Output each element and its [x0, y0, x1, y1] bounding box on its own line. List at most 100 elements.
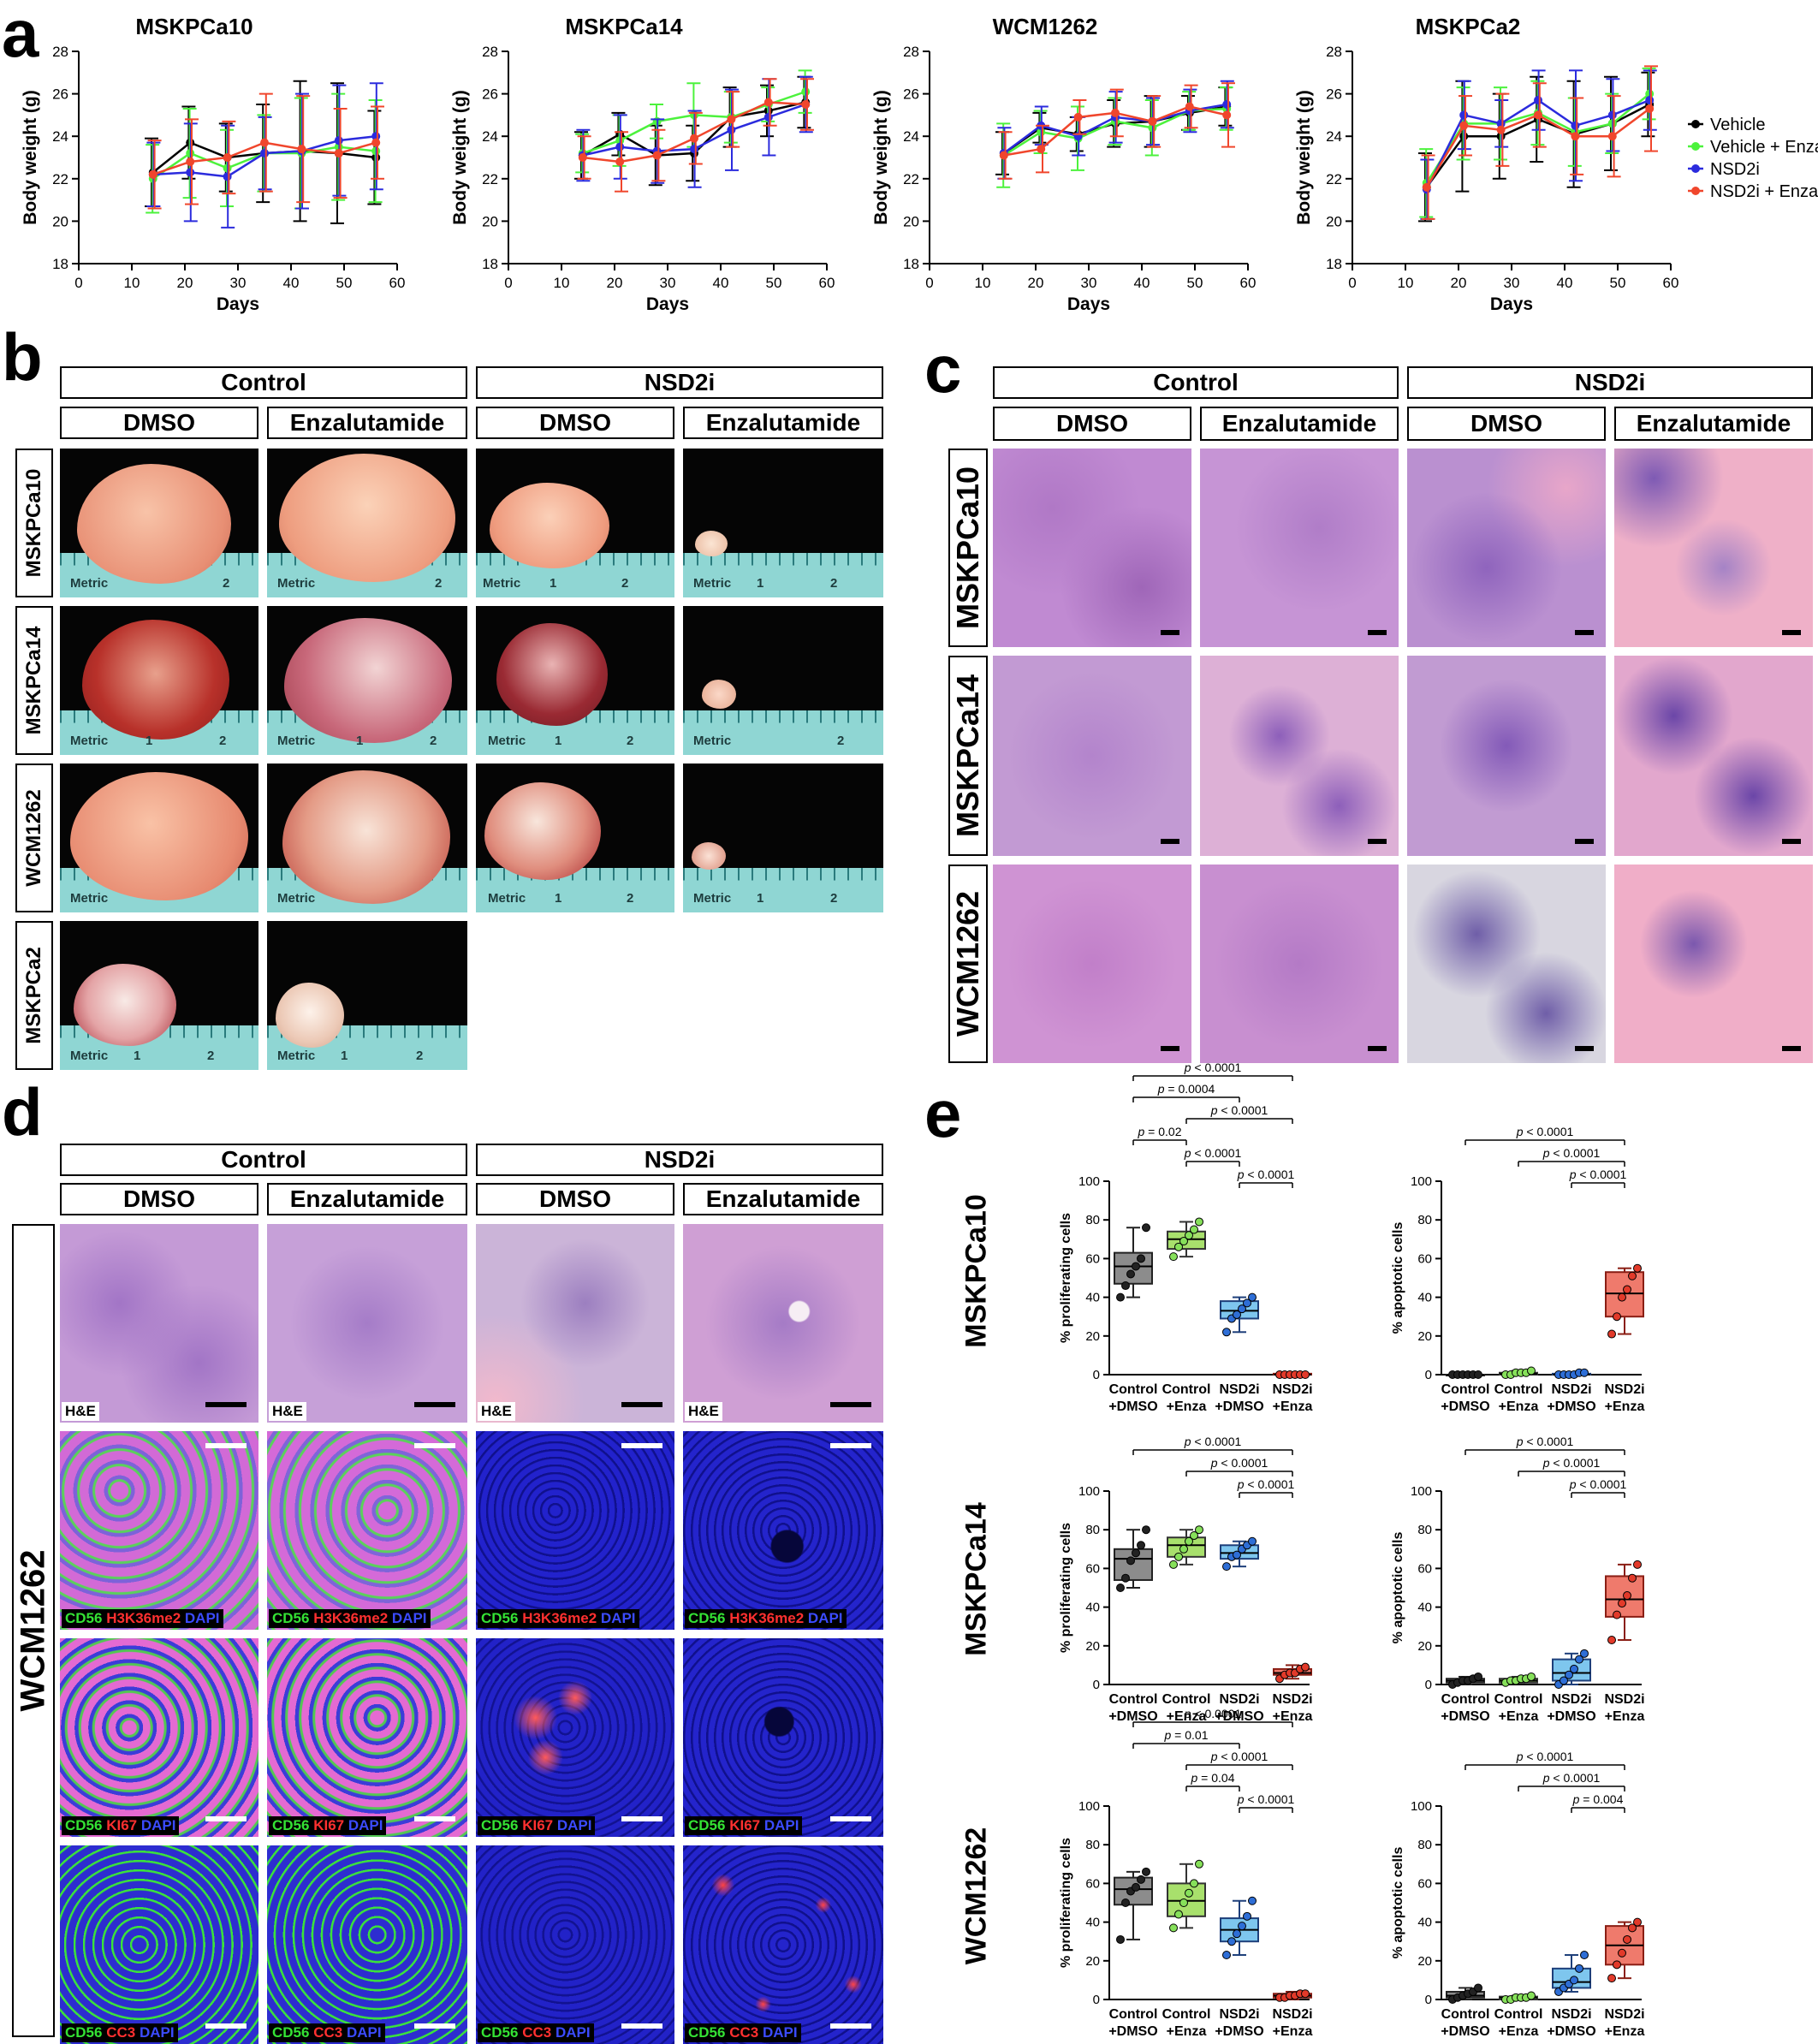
tumor-photo: Metric 2: [60, 449, 258, 597]
y-tick-label: 40: [1085, 1291, 1100, 1305]
y-tick-label: 80: [1417, 1213, 1432, 1227]
y-tick-label: 20: [1417, 1329, 1432, 1344]
data-point: [1137, 1541, 1145, 1550]
x-axis-label: Days: [1490, 294, 1533, 314]
x-tick-label: 40: [713, 275, 729, 291]
legend-marker: [1691, 164, 1700, 173]
y-tick-label: 60: [1417, 1251, 1432, 1266]
b-header-dmso-2: DMSO: [476, 407, 674, 439]
y-axis-label: Body weight (g): [450, 90, 470, 224]
x-tick-label: 50: [1610, 275, 1626, 291]
histology-image: [1614, 449, 1813, 647]
y-tick-label: 22: [903, 171, 919, 187]
y-tick-label: 28: [482, 44, 498, 60]
histology-image: [1614, 656, 1813, 856]
data-point: [1575, 1655, 1583, 1664]
y-tick-label: 40: [1417, 1291, 1432, 1305]
group-label: +Enza: [1167, 2024, 1207, 2039]
y-tick-label: 26: [903, 86, 919, 103]
group-label: +DMSO: [1547, 1399, 1595, 1414]
group-label: +Enza: [1499, 2024, 1539, 2039]
y-tick-label: 18: [482, 256, 498, 272]
b-header-enza-1: Enzalutamide: [267, 407, 467, 439]
data-point: [1174, 1242, 1183, 1251]
panel-letter-c: c: [924, 331, 962, 407]
y-tick-label: 40: [1417, 1916, 1432, 1930]
y-axis-label: Body weight (g): [21, 90, 40, 224]
data-point: [1623, 1285, 1631, 1294]
y-tick-label: 20: [1085, 1329, 1100, 1344]
legend-label: Vehicle + Enza: [1710, 138, 1818, 157]
y-tick-label: 40: [1085, 1601, 1100, 1615]
data-point: [1179, 1544, 1188, 1554]
x-tick-label: 10: [975, 275, 991, 291]
group-label: Control: [1109, 2007, 1158, 2022]
histology-image: [993, 449, 1191, 647]
data-point: [1126, 1556, 1135, 1566]
tumor-photo: Metric: [60, 764, 258, 912]
group-label: +Enza: [1167, 1399, 1207, 1414]
data-point: [1121, 1898, 1130, 1907]
group-label: Control: [1109, 1692, 1158, 1707]
y-tick-label: 20: [1085, 1639, 1100, 1654]
y-tick-label: 60: [1085, 1561, 1100, 1576]
p-value-label: p < 0.0001: [1237, 1792, 1295, 1806]
y-tick-label: 0: [1093, 1678, 1100, 1692]
data-point: [1169, 1252, 1178, 1262]
x-tick-label: 50: [766, 275, 782, 291]
data-point: [1607, 1329, 1616, 1339]
data-point: [1633, 1560, 1642, 1569]
group-label: +DMSO: [1441, 2024, 1489, 2039]
data-point: [1132, 1882, 1140, 1892]
if-image-cc3: CD56 CC3 DAPI: [476, 1845, 674, 2044]
if-image-cc3: CD56 CC3 DAPI: [60, 1845, 258, 2044]
if-image-cc3: CD56 CC3 DAPI: [683, 1845, 883, 2044]
tumor-photo: Metric: [267, 764, 467, 912]
group-label: +Enza: [1605, 2024, 1645, 2039]
y-tick-label: 20: [1085, 1954, 1100, 1969]
d-header-dmso-2: DMSO: [476, 1183, 674, 1215]
box-chart: 0 20 40 60 80 100 % apoptotic cells Control +DMS…: [1391, 1435, 1645, 1724]
data-point: [1527, 1991, 1536, 2000]
data-point: [1195, 1217, 1203, 1227]
panel-letter-e: e: [924, 1076, 962, 1151]
he-image: H&E: [683, 1224, 883, 1423]
group-label: NSD2i: [1604, 1692, 1644, 1707]
box-chart: 0 20 40 60 80 100 % apoptotic cells Control +DMS…: [1391, 1750, 1645, 2039]
group-label: Control: [1162, 2007, 1211, 2022]
p-value-label: p < 0.0001: [1237, 1168, 1295, 1181]
p-value-label: p < 0.0001: [1184, 1707, 1242, 1720]
group-label: NSD2i: [1604, 2007, 1644, 2022]
histology-image: [1407, 656, 1606, 856]
data-point: [1645, 104, 1655, 113]
c-header-dmso-2: DMSO: [1407, 407, 1606, 441]
p-value-label: p < 0.0001: [1210, 1456, 1268, 1470]
data-point: [1623, 1934, 1631, 1944]
data-point: [1618, 1948, 1626, 1958]
group-label: +DMSO: [1215, 1399, 1263, 1414]
y-tick-label: 22: [1326, 171, 1342, 187]
data-point: [763, 98, 773, 107]
data-point: [1243, 1911, 1251, 1921]
histology-image: [1200, 656, 1399, 856]
c-header-enza-1: Enzalutamide: [1200, 407, 1399, 441]
group-label: Control: [1494, 1382, 1543, 1397]
group-label: Control: [1441, 1692, 1490, 1707]
data-point: [1116, 1584, 1125, 1592]
if-image-h3k36me2: CD56 H3K36me2 DAPI: [60, 1431, 258, 1630]
x-tick-label: 20: [177, 275, 193, 291]
data-point: [1580, 1951, 1589, 1960]
y-tick-label: 28: [1326, 44, 1342, 60]
group-label: +DMSO: [1547, 1709, 1595, 1724]
data-point: [1222, 1328, 1231, 1337]
group-label: NSD2i: [1219, 1382, 1259, 1397]
data-point: [1570, 1976, 1578, 1985]
data-point: [1474, 1370, 1482, 1379]
group-label: +Enza: [1273, 1709, 1313, 1724]
line-chart: WCM1262 18 20 22 24 26 28 0 10 20 30 40 50 60 Days Body…: [871, 14, 1256, 314]
data-point: [1633, 1917, 1642, 1927]
data-point: [1195, 1525, 1203, 1535]
panel-letter-b: b: [2, 319, 43, 395]
data-point: [1238, 1922, 1246, 1931]
y-tick-label: 24: [1326, 128, 1342, 145]
